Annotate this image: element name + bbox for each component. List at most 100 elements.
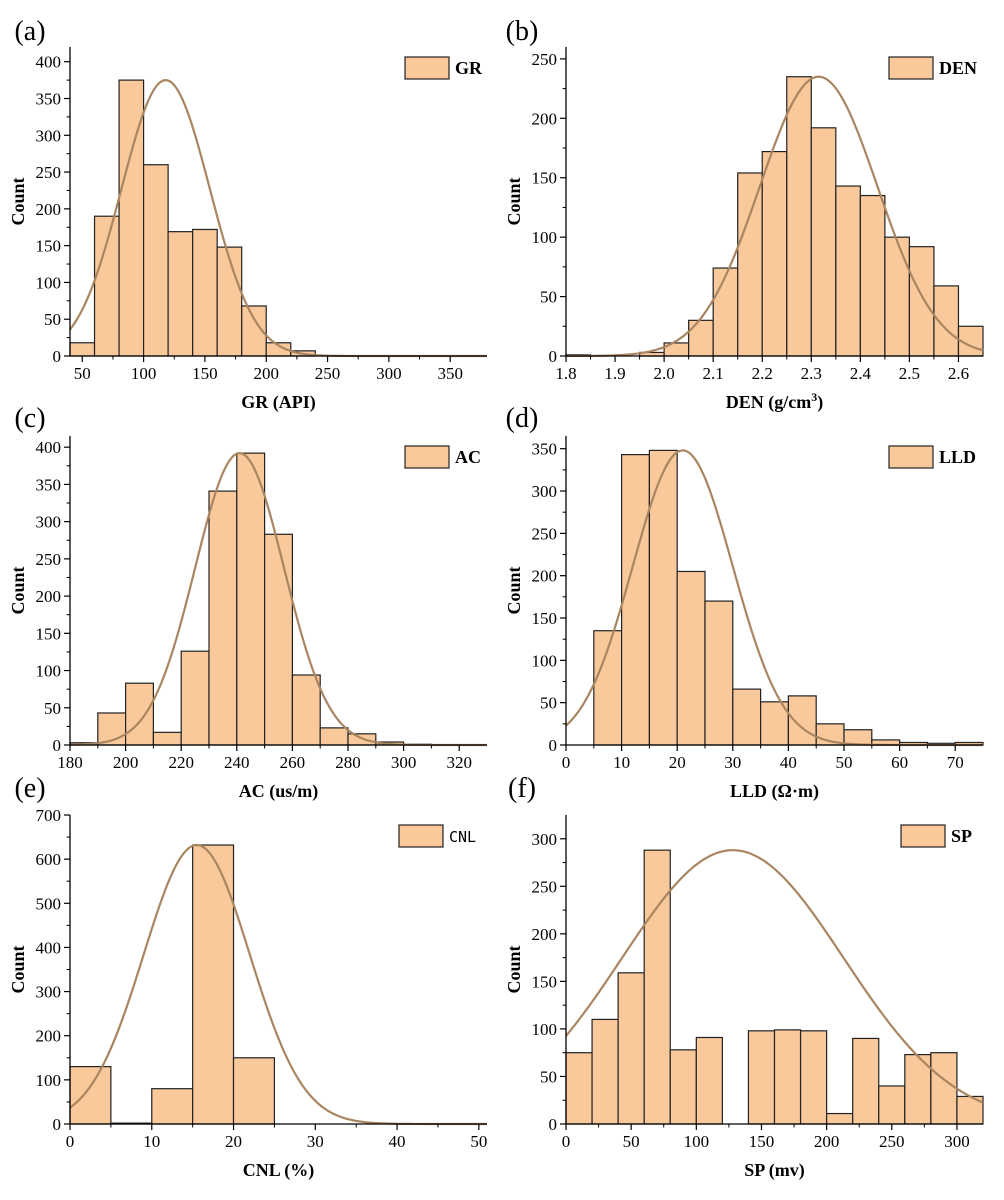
x-tick-label: 2.5	[899, 364, 920, 383]
panel-label: (f)	[508, 773, 536, 804]
x-axis-label: GR (API)	[241, 392, 316, 413]
y-axis-label: Count	[504, 177, 524, 225]
x-tick-label: 250	[315, 364, 341, 383]
y-tick-label: 100	[532, 651, 558, 670]
x-tick-label: 0	[66, 1132, 75, 1151]
histogram-bar	[835, 185, 861, 357]
histogram-bar	[643, 849, 671, 1125]
x-tick-label: 50	[836, 753, 853, 772]
histogram-bar	[291, 674, 321, 746]
y-tick-label: 200	[532, 567, 558, 586]
y-tick-label: 150	[532, 609, 558, 628]
panel-label: (a)	[14, 16, 45, 47]
legend-label: SP	[951, 826, 972, 846]
y-tick-label: 300	[36, 983, 62, 1002]
histogram-bar	[264, 533, 294, 746]
y-tick-label: 200	[36, 587, 62, 606]
histogram-bar	[676, 570, 706, 746]
histogram-bar	[124, 682, 154, 746]
x-axis-label-superscript: 3	[811, 390, 817, 404]
x-axis-label: AC (us/m)	[239, 781, 319, 802]
histogram-bar	[930, 1052, 958, 1125]
normal-fit-curve	[566, 75, 984, 358]
y-tick-label: 350	[532, 440, 558, 459]
y-tick-label: 50	[540, 288, 557, 307]
histogram-bar	[688, 319, 714, 357]
panel-ac: (c) 180 200 220 240 260 280 300 320 0 50 100 150 200 2…	[8, 403, 487, 802]
histogram-bar	[732, 688, 762, 746]
x-tick-label: 2.2	[752, 364, 773, 383]
y-tick-label: 300	[532, 830, 558, 849]
y-tick-label: 150	[532, 169, 558, 188]
histogram-bar	[236, 452, 266, 746]
y-tick-label: 400	[36, 938, 62, 957]
bars	[69, 452, 433, 746]
y-tick-label: 100	[36, 1071, 62, 1090]
y-tick-label: 0	[53, 347, 62, 366]
histogram-bar	[151, 1088, 194, 1125]
y-tick-label: 400	[36, 53, 62, 72]
legend-swatch	[888, 445, 934, 469]
y-tick-label: 150	[36, 237, 62, 256]
legend: DEN	[888, 56, 977, 80]
x-tick-label: 50	[74, 364, 91, 383]
bars	[69, 79, 316, 357]
histogram-bar	[704, 600, 734, 746]
y-tick-label: 250	[36, 163, 62, 182]
y-tick-label: 350	[36, 475, 62, 494]
histogram-bar	[142, 164, 169, 357]
y-tick-label: 250	[36, 550, 62, 569]
y-tick-label: 350	[36, 90, 62, 109]
histogram-bar	[695, 1036, 723, 1125]
panel-label: (b)	[506, 16, 539, 47]
y-axis-label: Count	[504, 566, 524, 614]
legend-swatch	[900, 824, 946, 848]
x-tick-label: 20	[225, 1132, 242, 1151]
histogram-bar	[192, 844, 235, 1125]
legend-swatch	[404, 445, 450, 469]
x-tick-label: 2.4	[850, 364, 872, 383]
x-tick-label: 1.8	[555, 364, 576, 383]
y-axis-label: Count	[504, 945, 524, 993]
histogram-bar	[232, 1057, 276, 1125]
histogram-bar	[712, 267, 739, 357]
y-tick-label: 300	[532, 482, 558, 501]
y-tick-label: 200	[532, 925, 558, 944]
y-tick-label: 100	[532, 228, 558, 247]
x-axis-label: LLD (Ω·m)	[730, 781, 819, 802]
histogram-bar	[826, 1112, 854, 1125]
y-tick-label: 50	[540, 694, 557, 713]
y-axis-label: Count	[8, 945, 28, 993]
x-tick-label: 100	[684, 1132, 710, 1151]
histogram-bar	[908, 246, 935, 357]
y-axis-label: Count	[8, 566, 28, 614]
x-tick-label: 350	[437, 364, 463, 383]
legend-swatch	[404, 56, 450, 80]
histogram-bar	[747, 1030, 776, 1125]
x-tick-label: 1.9	[604, 364, 625, 383]
histogram-bar	[620, 454, 650, 746]
y-tick-label: 250	[532, 50, 558, 69]
histogram-bar	[208, 490, 238, 746]
x-tick-label: 320	[446, 753, 472, 772]
x-tick-label: 240	[224, 753, 250, 772]
histogram-bar	[787, 695, 817, 746]
histogram-bar	[167, 231, 194, 357]
x-tick-label: 50	[470, 1132, 487, 1151]
histogram-bar	[319, 727, 349, 746]
histogram-bar	[786, 76, 812, 357]
y-tick-label: 300	[36, 513, 62, 532]
x-tick-label: 0	[562, 1132, 571, 1151]
y-tick-label: 0	[549, 347, 558, 366]
histogram-bar	[761, 150, 788, 357]
x-tick-label: 10	[143, 1132, 160, 1151]
y-tick-label: 200	[36, 1027, 62, 1046]
x-tick-label: 300	[944, 1132, 970, 1151]
x-tick-label: 150	[749, 1132, 775, 1151]
histogram-bar	[884, 236, 911, 357]
x-tick-label: 200	[814, 1132, 840, 1151]
panel-gr: (a) 50 100 150 200 250 300 350 0 50 100 150 200 250 30…	[8, 16, 487, 413]
histogram-bar	[152, 731, 182, 746]
y-tick-label: 400	[36, 438, 62, 457]
x-tick-label: 300	[376, 364, 402, 383]
